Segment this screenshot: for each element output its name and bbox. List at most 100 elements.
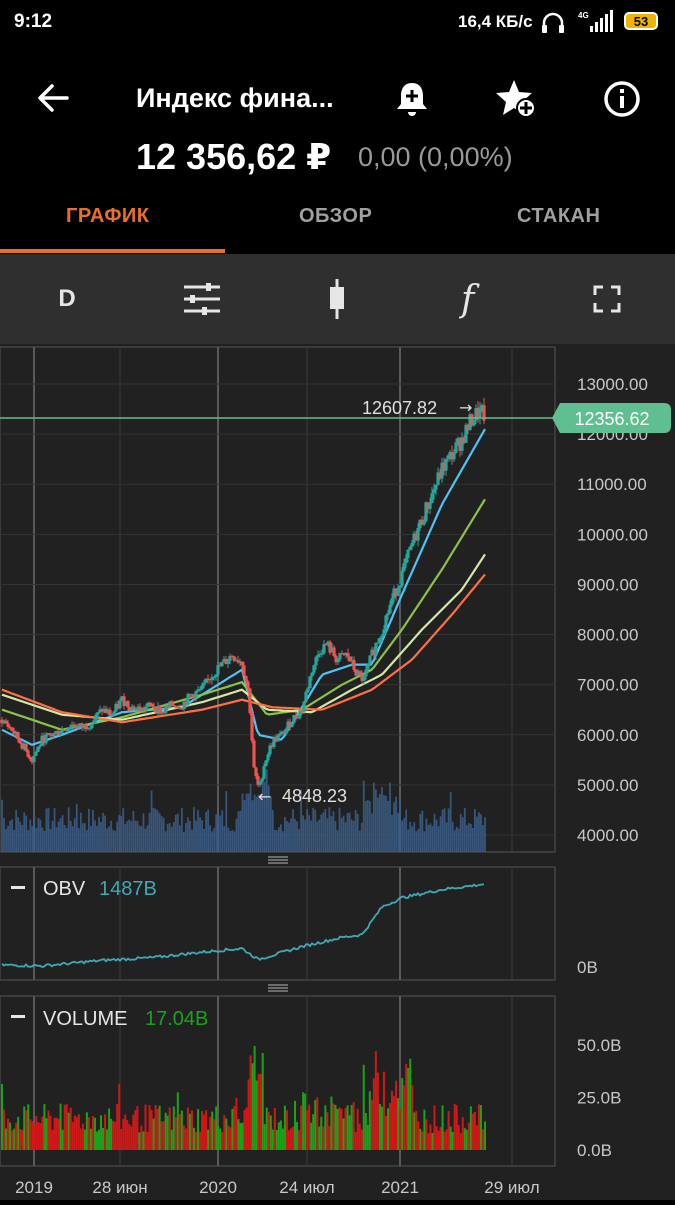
volume-bar — [89, 1128, 92, 1150]
pane-divider[interactable] — [0, 854, 675, 866]
candle-body — [66, 728, 70, 732]
candle-body — [152, 706, 156, 709]
volume-bar — [128, 1124, 131, 1150]
price-chart[interactable]: 13000.0012000.0011000.0010000.009000.008… — [0, 344, 675, 1200]
fullscreen-button[interactable] — [562, 254, 652, 344]
volume-bar — [475, 1125, 478, 1150]
candle-body — [218, 665, 222, 667]
tab-order-book[interactable]: СТАКАН — [517, 205, 601, 227]
volume-bar — [221, 1132, 224, 1150]
volume-bar — [427, 1133, 430, 1150]
volume-overlay-bar — [57, 821, 60, 852]
volume-bar — [73, 1115, 76, 1150]
bell-plus-icon[interactable] — [394, 80, 430, 118]
volume-bar — [415, 1110, 418, 1150]
candle-body — [10, 727, 14, 731]
candle-body — [154, 708, 158, 713]
volume-overlay-bar — [112, 829, 115, 852]
candle-body — [314, 657, 318, 666]
candle-body — [368, 655, 372, 665]
volume-bar — [241, 1122, 244, 1150]
volume-bar — [255, 1080, 258, 1150]
volume-overlay-bar — [480, 814, 482, 852]
volume-axis-label: 25.0B — [577, 1089, 621, 1108]
candle-body — [434, 484, 438, 490]
volume-overlay-bar — [1, 799, 3, 852]
obv-label: OBV — [43, 878, 86, 900]
arrow-left-icon[interactable] — [36, 82, 70, 114]
volume-overlay-bar — [461, 817, 464, 852]
candle-body — [342, 653, 346, 655]
candle-body — [170, 701, 174, 706]
candlestick-icon — [330, 279, 344, 319]
volume-bar — [370, 1099, 373, 1150]
volume-bar — [227, 1125, 230, 1150]
volume-overlay-bar — [484, 817, 486, 852]
volume-overlay-bar — [445, 822, 448, 852]
volume-bar — [463, 1128, 466, 1150]
candle-body — [18, 739, 22, 744]
chart-area[interactable]: 13000.00 12000.00 11000.00 10000.00 9000.00 8… — [0, 344, 675, 1200]
volume-overlay-bar — [358, 830, 361, 852]
tab-chart[interactable]: ГРАФИК — [66, 205, 150, 227]
volume-overlay-bar — [294, 818, 296, 852]
volume-bar — [318, 1126, 321, 1150]
volume-bar — [261, 1053, 264, 1150]
candle-body — [412, 533, 416, 544]
volume-value: 17.04B — [145, 1008, 208, 1030]
candle-body — [60, 729, 64, 733]
star-plus-icon[interactable] — [496, 78, 538, 120]
candle-body — [180, 708, 184, 710]
indicators-button[interactable]: f — [427, 254, 517, 344]
candle-body — [422, 521, 426, 525]
info-icon[interactable] — [603, 80, 641, 118]
volume-bar — [344, 1108, 347, 1150]
volume-overlay-bar — [122, 808, 125, 852]
volume-bar — [326, 1112, 329, 1150]
candle-body — [232, 656, 236, 661]
volume-overlay-bar — [427, 825, 430, 852]
headphones-icon — [542, 12, 564, 33]
collapse-obv-icon[interactable] — [11, 886, 25, 889]
volume-overlay-bar — [332, 811, 335, 852]
volume-overlay-bar — [128, 819, 131, 852]
volume-bar — [172, 1106, 175, 1150]
volume-bar — [152, 1118, 155, 1150]
volume-overlay-bar — [71, 826, 74, 852]
candle-body — [366, 664, 370, 670]
pane-divider[interactable] — [0, 982, 675, 994]
volume-overlay-bar — [271, 809, 274, 852]
volume-bar — [182, 1125, 185, 1150]
volume-bar — [265, 1107, 268, 1150]
timeframe-button[interactable]: D — [22, 254, 112, 344]
volume-overlay-bar — [265, 769, 268, 852]
volume-overlay-bar — [417, 828, 420, 852]
candle-body — [50, 734, 54, 736]
drag-handle-icon[interactable] — [268, 856, 288, 864]
volume-overlay-bar — [298, 828, 300, 852]
candle-body — [472, 420, 476, 426]
candle-body — [432, 489, 436, 494]
volume-bar — [190, 1110, 193, 1150]
candle-body — [448, 452, 452, 456]
obv-legend: OBV 1487B — [11, 878, 157, 900]
price-axis-label: 7000.00 — [577, 676, 638, 695]
chart-type-button[interactable] — [292, 254, 382, 344]
tab-overview[interactable]: ОБЗОР — [299, 205, 373, 227]
settings-button[interactable] — [157, 254, 247, 344]
volume-bar — [435, 1126, 438, 1150]
collapse-volume-icon[interactable] — [11, 1015, 25, 1018]
volume-overlay-bar — [342, 815, 345, 852]
candle-body — [392, 588, 396, 599]
candle-body — [272, 737, 276, 748]
volume-overlay-bar — [47, 807, 50, 852]
volume-overlay-bar — [467, 823, 470, 852]
volume-overlay-bar — [215, 814, 218, 852]
drag-handle-icon[interactable] — [268, 984, 288, 992]
candle-body — [120, 696, 124, 701]
volume-bar — [59, 1103, 62, 1150]
volume-overlay-bar — [273, 829, 276, 852]
volume-bar — [348, 1115, 351, 1150]
network-type: 4G — [578, 11, 589, 20]
low-annotation: 4848.23 — [282, 786, 347, 806]
